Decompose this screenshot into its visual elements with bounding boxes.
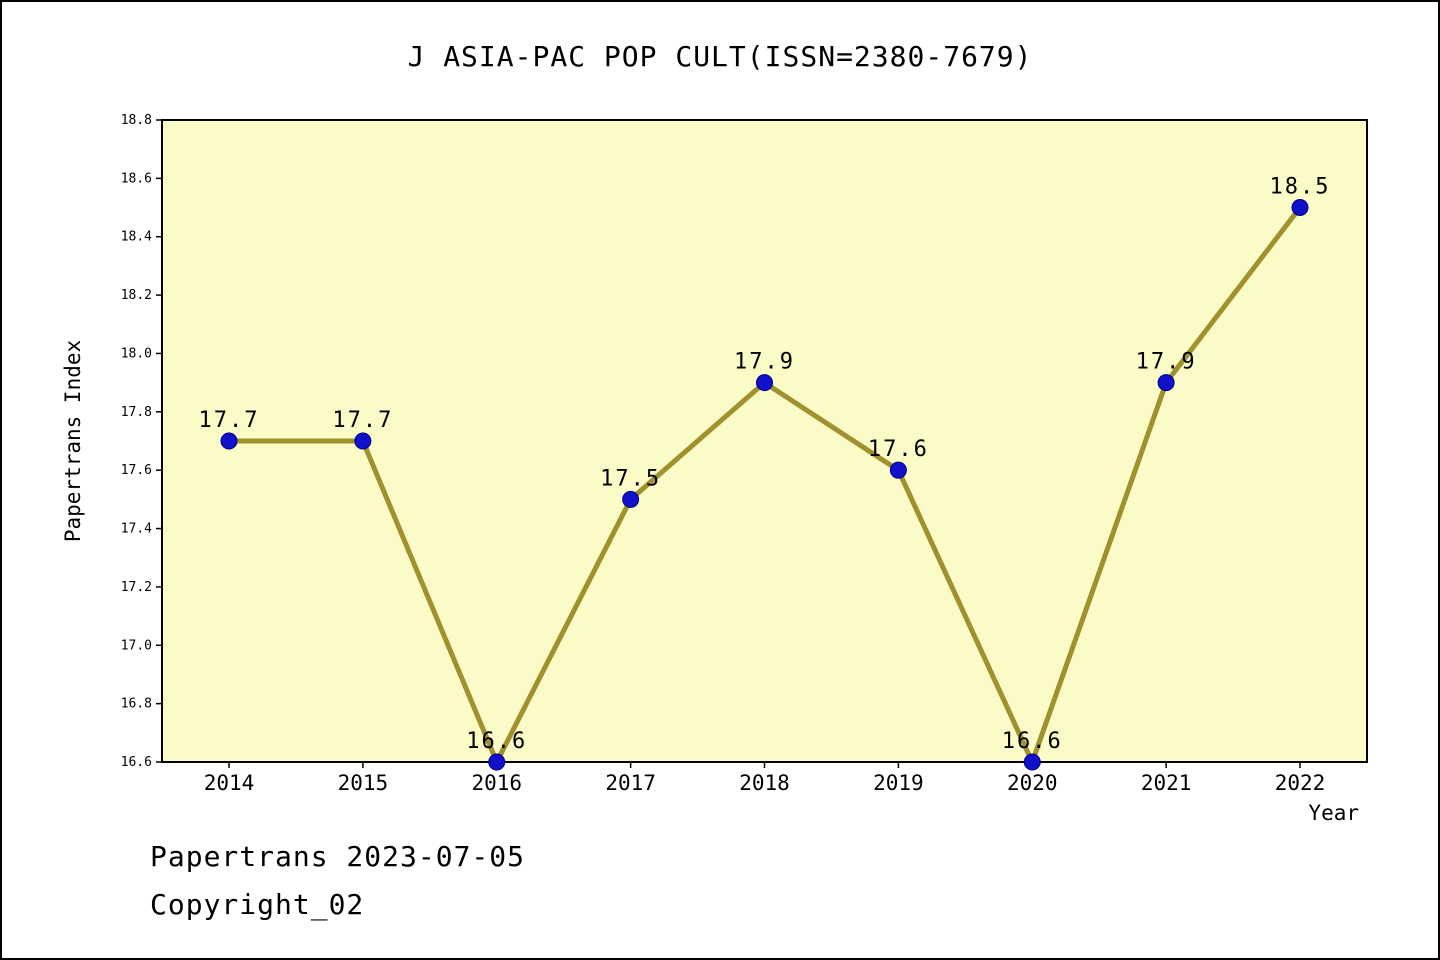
- svg-text:17.4: 17.4: [121, 522, 152, 537]
- line-chart: 16.6 16.8 17.0 17.2 17.4 17.6 17.8 18.0 18.2 18.4…: [61, 113, 1368, 825]
- svg-text:16.8: 16.8: [121, 697, 152, 712]
- svg-text:2021: 2021: [1141, 771, 1192, 795]
- svg-text:18.2: 18.2: [121, 288, 152, 303]
- svg-text:Papertrans Index: Papertrans Index: [61, 340, 85, 542]
- svg-text:16.6: 16.6: [466, 729, 527, 754]
- svg-text:2017: 2017: [605, 771, 656, 795]
- svg-text:17.9: 17.9: [1136, 350, 1197, 375]
- svg-text:17.9: 17.9: [734, 350, 795, 375]
- svg-text:17.6: 17.6: [121, 463, 152, 478]
- svg-text:17.5: 17.5: [600, 466, 661, 491]
- svg-text:2016: 2016: [471, 771, 522, 795]
- footer-copyright: Copyright_02: [150, 888, 365, 921]
- chart-title: J ASIA-PAC POP CULT(ISSN=2380-7679): [407, 40, 1033, 73]
- svg-text:17.2: 17.2: [121, 580, 152, 595]
- footer-date: Papertrans 2023-07-05: [150, 840, 526, 873]
- svg-text:2020: 2020: [1007, 771, 1058, 795]
- svg-text:2022: 2022: [1275, 771, 1326, 795]
- svg-text:17.0: 17.0: [121, 638, 152, 653]
- svg-text:17.7: 17.7: [332, 408, 393, 433]
- svg-text:2015: 2015: [338, 771, 389, 795]
- svg-text:2019: 2019: [873, 771, 924, 795]
- svg-text:17.7: 17.7: [199, 408, 260, 433]
- svg-text:16.6: 16.6: [121, 755, 152, 770]
- svg-text:Year: Year: [1308, 801, 1359, 825]
- svg-text:18.8: 18.8: [121, 113, 152, 128]
- svg-text:18.5: 18.5: [1270, 175, 1331, 200]
- svg-text:2018: 2018: [739, 771, 790, 795]
- svg-text:17.6: 17.6: [868, 437, 929, 462]
- svg-text:18.6: 18.6: [121, 171, 152, 186]
- svg-text:18.4: 18.4: [121, 230, 152, 245]
- svg-text:17.8: 17.8: [121, 405, 152, 420]
- svg-text:16.6: 16.6: [1002, 729, 1063, 754]
- svg-text:18.0: 18.0: [121, 346, 152, 361]
- svg-text:2014: 2014: [204, 771, 255, 795]
